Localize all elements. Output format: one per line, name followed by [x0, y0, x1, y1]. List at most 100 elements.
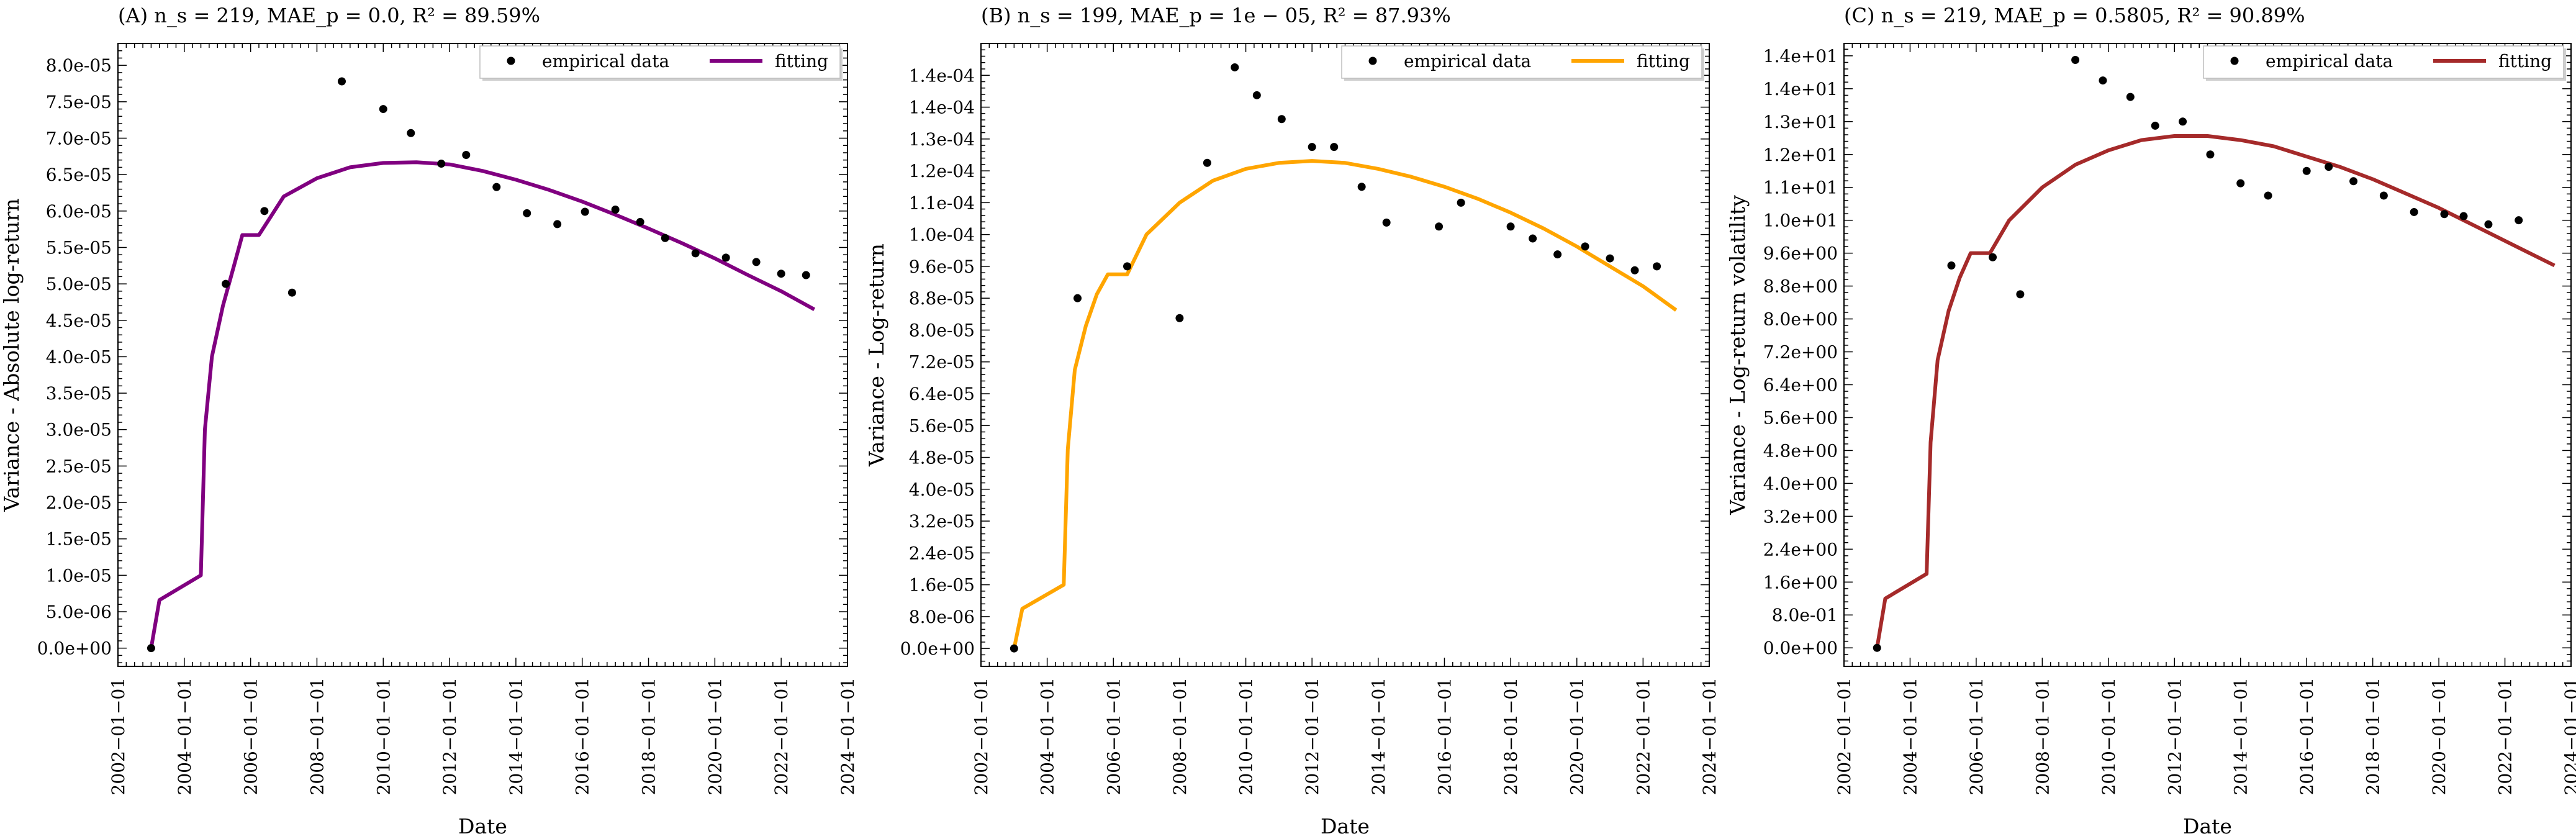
empirical-data-point — [636, 217, 644, 226]
empirical-data-point — [1947, 261, 1956, 270]
legend-label-fitting: fitting — [2498, 51, 2552, 71]
empirical-data-point — [338, 77, 346, 86]
y-tick-label: 9.6e+00 — [1763, 243, 1838, 264]
empirical-data-point — [523, 209, 531, 217]
empirical-data-point — [2459, 212, 2468, 220]
x-tick-label: 2022−01−01 — [771, 678, 792, 795]
empirical-data-point — [1330, 143, 1339, 152]
y-tick-label: 8.0e+00 — [1763, 309, 1838, 330]
y-tick-label: 6.4e-05 — [909, 384, 975, 404]
empirical-data-point — [2016, 290, 2025, 299]
y-tick-label: 5.6e-05 — [909, 415, 975, 436]
empirical-data-point — [222, 279, 230, 288]
y-tick-label: 1.5e-05 — [46, 529, 112, 550]
y-tick-label: 1.3e+01 — [1763, 112, 1838, 132]
x-tick-label: 2018−01−01 — [1501, 678, 1521, 795]
legend-label-empirical: empirical data — [2266, 51, 2393, 71]
empirical-data-point — [1529, 234, 1537, 243]
y-tick-label: 5.0e-06 — [46, 602, 112, 622]
empirical-data-point — [492, 183, 501, 191]
legend-label-empirical: empirical data — [1404, 51, 1531, 71]
y-tick-label: 1.1e-04 — [909, 193, 975, 213]
empirical-data-point — [2515, 216, 2523, 225]
legend-label-empirical: empirical data — [542, 51, 669, 71]
x-tick-label: 2024−01−01 — [2561, 678, 2576, 795]
x-tick-label: 2020−01−01 — [1567, 678, 1588, 795]
empirical-data-point — [147, 644, 155, 653]
y-tick-label: 7.2e+00 — [1763, 342, 1838, 363]
legend-label-fitting: fitting — [1637, 51, 1690, 71]
empirical-data-point — [2151, 121, 2159, 130]
y-tick-label: 4.0e-05 — [46, 347, 112, 367]
empirical-data-point — [2071, 55, 2080, 64]
y-tick-label: 9.6e-05 — [909, 256, 975, 277]
x-tick-label: 2008−01−01 — [307, 678, 327, 795]
x-tick-label: 2022−01−01 — [2495, 678, 2516, 795]
y-tick-label: 3.0e-05 — [46, 420, 112, 440]
y-tick-label: 1.2e-04 — [909, 161, 975, 181]
legend: empirical data fitting — [2203, 45, 2566, 81]
empirical-data-point — [437, 160, 446, 168]
empirical-data-point — [462, 150, 471, 159]
y-tick-label: 6.4e+00 — [1763, 374, 1838, 395]
empirical-data-point — [1252, 91, 1261, 99]
empirical-data-point — [1123, 262, 1131, 271]
y-tick-label: 8.8e+00 — [1763, 276, 1838, 297]
y-tick-label: 4.5e-05 — [46, 311, 112, 331]
y-tick-label: 3.2e+00 — [1763, 506, 1838, 527]
empirical-data-point — [2349, 177, 2358, 186]
empirical-data-point — [752, 258, 761, 266]
chart-panel-1: 0.0e+00 8.0e-06 1.6e-05 2.4e-05 3.2e-05 4.0e-… — [864, 4, 1720, 838]
x-tick-label: 2020−01−01 — [705, 678, 725, 795]
empirical-data-point — [407, 129, 415, 137]
x-tick-label: 2024−01−01 — [838, 678, 858, 795]
empirical-data-point — [2302, 166, 2311, 175]
y-tick-label: 4.0e+00 — [1763, 473, 1838, 494]
x-tick-label: 2004−01−01 — [1037, 678, 1058, 795]
y-tick-label: 8.0e-05 — [909, 320, 975, 340]
x-tick-label: 2018−01−01 — [639, 678, 659, 795]
empirical-data-point — [2206, 150, 2215, 159]
empirical-data-point — [777, 270, 785, 278]
x-tick-label: 2002−01−01 — [108, 678, 129, 795]
legend-box — [1341, 45, 1702, 79]
empirical-data-point — [379, 105, 387, 114]
y-tick-label: 8.0e-01 — [1772, 605, 1838, 625]
y-tick-label: 2.4e+00 — [1763, 539, 1838, 560]
x-tick-label: 2006−01−01 — [1966, 678, 1987, 795]
y-tick-label: 2.4e-05 — [909, 543, 975, 563]
empirical-data-point — [2264, 191, 2272, 200]
empirical-data-point — [1308, 143, 1316, 152]
empirical-data-point — [1989, 253, 1997, 261]
empirical-data-point — [1506, 222, 1515, 231]
x-tick-label: 2004−01−01 — [1900, 678, 1920, 795]
legend-marker-empirical — [2230, 57, 2239, 65]
empirical-data-point — [1277, 115, 1286, 124]
y-tick-label: 1.4e+01 — [1763, 46, 1838, 66]
x-tick-label: 2006−01−01 — [241, 678, 261, 795]
empirical-data-point — [2440, 210, 2449, 219]
legend: empirical data fitting — [479, 45, 843, 81]
empirical-data-point — [1382, 218, 1391, 227]
x-tick-label: 2014−01−01 — [506, 678, 526, 795]
y-tick-label: 7.5e-05 — [46, 92, 112, 112]
chart-title: (A) n_s = 219, MAE_p = 0.0, R² = 89.59% — [118, 4, 540, 27]
y-tick-label: 1.4e+01 — [1763, 79, 1838, 99]
x-tick-label: 2008−01−01 — [2032, 678, 2053, 795]
legend-box — [2203, 45, 2564, 79]
empirical-data-point — [260, 207, 269, 215]
x-tick-label: 2012−01−01 — [440, 678, 460, 795]
empirical-data-point — [1653, 262, 1661, 271]
legend-label-fitting: fitting — [775, 51, 828, 71]
empirical-data-point — [2410, 207, 2418, 216]
plot-frame — [980, 43, 1710, 667]
y-tick-label: 1.0e-05 — [46, 565, 112, 586]
empirical-data-point — [1873, 643, 1881, 652]
x-tick-label: 2010−01−01 — [2099, 678, 2119, 795]
empirical-data-point — [2379, 191, 2388, 200]
empirical-data-point — [611, 205, 620, 214]
chart-title: (B) n_s = 199, MAE_p = 1e − 05, R² = 87.… — [981, 4, 1451, 27]
chart-panel-0: 0.0e+00 5.0e-06 1.0e-05 1.5e-05 2.0e-05 2.5e-… — [0, 4, 858, 838]
y-tick-label: 1.6e+00 — [1763, 572, 1838, 592]
